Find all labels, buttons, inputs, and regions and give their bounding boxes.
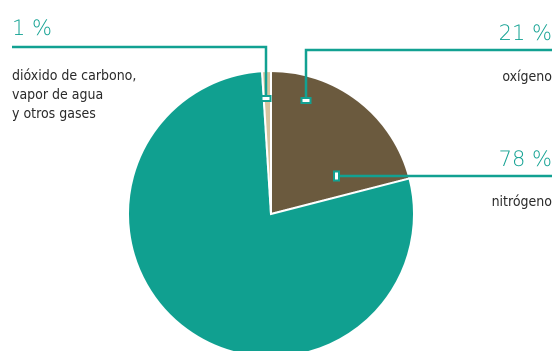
pie-slice-nitrogeno bbox=[127, 70, 415, 351]
value-label-otros: 1 % bbox=[12, 16, 52, 40]
leader-marker-nitrogeno bbox=[333, 170, 340, 182]
pie-slice-oxigeno bbox=[270, 69, 411, 216]
slice-label-otros-line-3: y otros gases bbox=[12, 106, 96, 122]
leader-line-otros bbox=[12, 45, 268, 98]
leader-line-oxigeno bbox=[304, 48, 552, 100]
slice-label-oxigeno: oxígeno bbox=[502, 69, 552, 85]
leader-lines bbox=[12, 45, 552, 182]
slice-label-nitrogeno: nitrógeno bbox=[492, 194, 553, 210]
leader-marker-otros bbox=[260, 95, 272, 102]
slice-label-otros-line-1: dióxido de carbono, bbox=[12, 68, 136, 84]
slice-label-otros-line-2: vapor de agua bbox=[12, 87, 103, 103]
pie-slices bbox=[127, 69, 415, 351]
value-label-oxigeno: 21 % bbox=[499, 21, 552, 45]
leader-marker-oxigeno bbox=[300, 97, 312, 104]
value-label-nitrogeno: 78 % bbox=[499, 147, 552, 171]
